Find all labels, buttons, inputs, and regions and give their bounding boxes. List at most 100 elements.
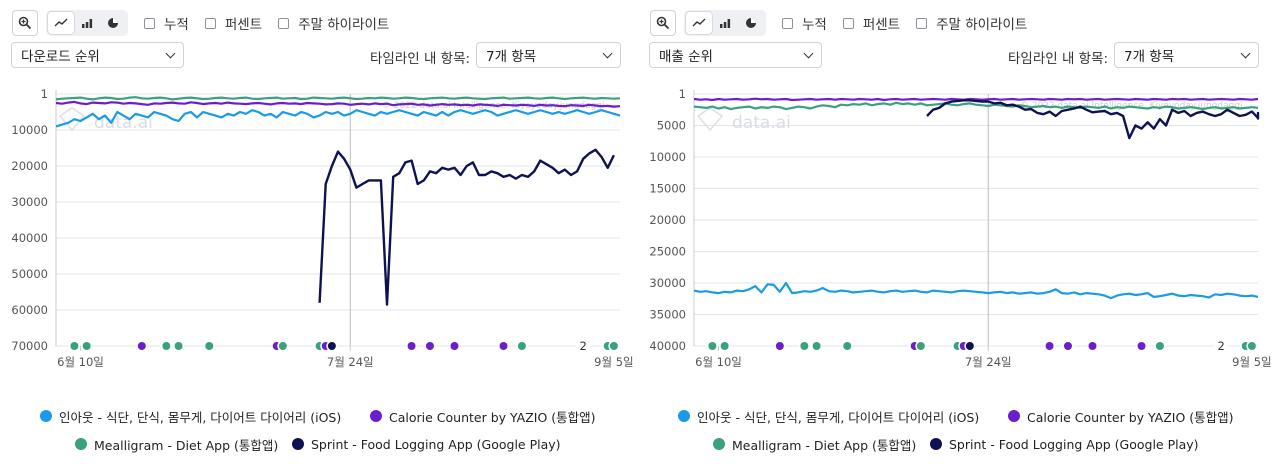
percent-checkbox[interactable]: 퍼센트	[842, 13, 900, 33]
legend-row: Mealligram - Diet App (통합앱) Sprint - Food…	[638, 430, 1278, 458]
event-marker[interactable]	[720, 342, 729, 350]
event-marker[interactable]	[1155, 342, 1164, 350]
weekend-highlight-checkbox[interactable]: 주말 하이라이트	[916, 13, 1027, 33]
series-line-yazio[interactable]	[55, 100, 621, 108]
chevron-down-icon	[1240, 48, 1251, 58]
event-cluster-bg	[1214, 339, 1229, 353]
y-tick-label: 30000	[649, 276, 686, 290]
chevron-down-icon	[165, 48, 176, 58]
event-marker[interactable]	[1063, 342, 1072, 350]
event-marker[interactable]	[843, 342, 852, 350]
legend-label: Mealligram - Diet App (통합앱)	[94, 437, 279, 453]
metric-select[interactable]: 매출 순위	[649, 42, 822, 68]
event-marker[interactable]	[812, 342, 821, 350]
event-marker[interactable]	[708, 342, 717, 350]
event-cluster-count[interactable]: 2	[1218, 339, 1225, 353]
legend-item-yazio[interactable]: Calorie Counter by YAZIO (통합앱)	[1008, 407, 1234, 426]
chart-toolbar: 누적 퍼센트 주말 하이라이트	[650, 10, 1027, 36]
event-marker[interactable]	[1088, 342, 1097, 350]
event-marker[interactable]	[205, 342, 214, 350]
event-marker[interactable]	[517, 342, 526, 350]
download-rank-chart: 1 10000 20000 30000 40000 50000 60000 70000 6월 1…	[11, 87, 633, 369]
event-marker[interactable]	[916, 342, 925, 350]
legend-row: Mealligram - Diet App (통합앱) Sprint - Food…	[0, 430, 640, 458]
series-line-mealligram[interactable]	[693, 101, 1259, 111]
x-tick-label: 6월 10일	[57, 355, 104, 369]
series-line-inaut[interactable]	[693, 281, 1259, 300]
timeline-items-value: 7개 항목	[1124, 49, 1175, 65]
legend-row: 인아웃 - 식단, 단식, 몸무게, 다이어트 다이어리 (iOS) Calori…	[638, 402, 1278, 430]
event-marker[interactable]	[499, 342, 508, 350]
zoom-in-icon[interactable]	[12, 10, 38, 36]
legend-item-sprint[interactable]: Sprint - Food Logging App (Google Play)	[292, 437, 561, 452]
legend-item-inaut[interactable]: 인아웃 - 식단, 단식, 몸무게, 다이어트 다이어리 (iOS)	[40, 407, 341, 426]
legend-item-mealligram[interactable]: Mealligram - Diet App (통합앱)	[75, 435, 278, 454]
timeline-items-label: 타임라인 내 항목:	[370, 51, 471, 67]
event-marker[interactable]	[800, 342, 809, 350]
chart-legend: 인아웃 - 식단, 단식, 몸무게, 다이어트 다이어리 (iOS) Calori…	[638, 402, 1278, 458]
event-cluster-bg	[576, 339, 591, 353]
y-tick-label: 5000	[657, 118, 686, 132]
pie-chart-icon[interactable]	[738, 12, 764, 34]
event-marker[interactable]	[174, 342, 183, 350]
event-marker[interactable]	[278, 342, 287, 350]
legend-swatch	[292, 438, 304, 450]
zoom-in-icon[interactable]	[650, 10, 676, 36]
event-marker[interactable]	[82, 342, 91, 350]
revenue-rank-panel: 누적 퍼센트 주말 하이라이트 매출 순위 타임라인 내 항목: 7개 항목 1…	[638, 0, 1278, 466]
pie-chart-icon[interactable]	[100, 12, 126, 34]
y-tick-label: 20000	[11, 159, 48, 173]
timeline-items-label: 타임라인 내 항목:	[1008, 51, 1109, 67]
bar-chart-icon[interactable]	[74, 12, 100, 34]
series-line-mealligram[interactable]	[55, 96, 621, 101]
chevron-down-icon	[803, 48, 814, 58]
legend-row: 인아웃 - 식단, 단식, 몸무게, 다이어트 다이어리 (iOS) Calori…	[0, 402, 640, 430]
y-tick-label: 25000	[649, 244, 686, 258]
legend-label: 인아웃 - 식단, 단식, 몸무게, 다이어트 다이어리 (iOS)	[59, 409, 342, 425]
legend-item-yazio[interactable]: Calorie Counter by YAZIO (통합앱)	[370, 407, 596, 426]
percent-checkbox[interactable]: 퍼센트	[204, 13, 262, 33]
chart-type-switch	[684, 10, 766, 36]
cumulative-label: 누적	[802, 17, 827, 33]
x-tick-label: 6월 10일	[695, 355, 742, 369]
timeline-items-select[interactable]: 7개 항목	[1114, 42, 1259, 68]
event-marker[interactable]	[1137, 342, 1146, 350]
event-marker[interactable]	[1247, 342, 1256, 350]
weekend-highlight-checkbox[interactable]: 주말 하이라이트	[278, 13, 389, 33]
legend-item-mealligram[interactable]: Mealligram - Diet App (통합앱)	[713, 435, 916, 454]
bar-chart-icon[interactable]	[712, 12, 738, 34]
series-line-sprint[interactable]	[926, 99, 1260, 140]
series-line-sprint[interactable]	[318, 148, 615, 306]
event-marker[interactable]	[137, 342, 146, 350]
event-marker[interactable]	[407, 342, 416, 350]
cumulative-label: 누적	[164, 17, 189, 33]
legend-label: Calorie Counter by YAZIO (통합앱)	[1027, 409, 1234, 425]
event-marker[interactable]	[162, 342, 171, 350]
event-marker[interactable]	[327, 342, 336, 350]
event-marker[interactable]	[775, 342, 784, 350]
line-chart-icon[interactable]	[686, 12, 712, 34]
legend-item-sprint[interactable]: Sprint - Food Logging App (Google Play)	[930, 437, 1199, 452]
series-line-inaut[interactable]	[55, 109, 621, 128]
cumulative-checkbox[interactable]: 누적	[144, 13, 189, 33]
weekend-highlight-label: 주말 하이라이트	[936, 17, 1028, 33]
line-chart-icon[interactable]	[48, 12, 74, 34]
metric-select-value: 다운로드 순위	[21, 49, 100, 65]
timeline-items-select[interactable]: 7개 항목	[476, 42, 621, 68]
watermark: data.ai	[696, 107, 791, 133]
event-marker[interactable]	[70, 342, 79, 350]
y-tick-label: 70000	[11, 339, 48, 353]
metric-select[interactable]: 다운로드 순위	[11, 42, 184, 68]
event-marker[interactable]	[1045, 342, 1054, 350]
event-marker[interactable]	[425, 342, 434, 350]
legend-label: 인아웃 - 식단, 단식, 몸무게, 다이어트 다이어리 (iOS)	[697, 409, 980, 425]
legend-swatch	[75, 438, 87, 450]
event-cluster-count[interactable]: 2	[580, 339, 587, 353]
event-marker[interactable]	[609, 342, 618, 350]
metric-select-value: 매출 순위	[659, 49, 713, 65]
cumulative-checkbox[interactable]: 누적	[782, 13, 827, 33]
event-marker[interactable]	[450, 342, 459, 350]
series-line-yazio[interactable]	[693, 97, 1259, 102]
legend-item-inaut[interactable]: 인아웃 - 식단, 단식, 몸무게, 다이어트 다이어리 (iOS)	[678, 407, 979, 426]
event-marker[interactable]	[965, 342, 974, 350]
